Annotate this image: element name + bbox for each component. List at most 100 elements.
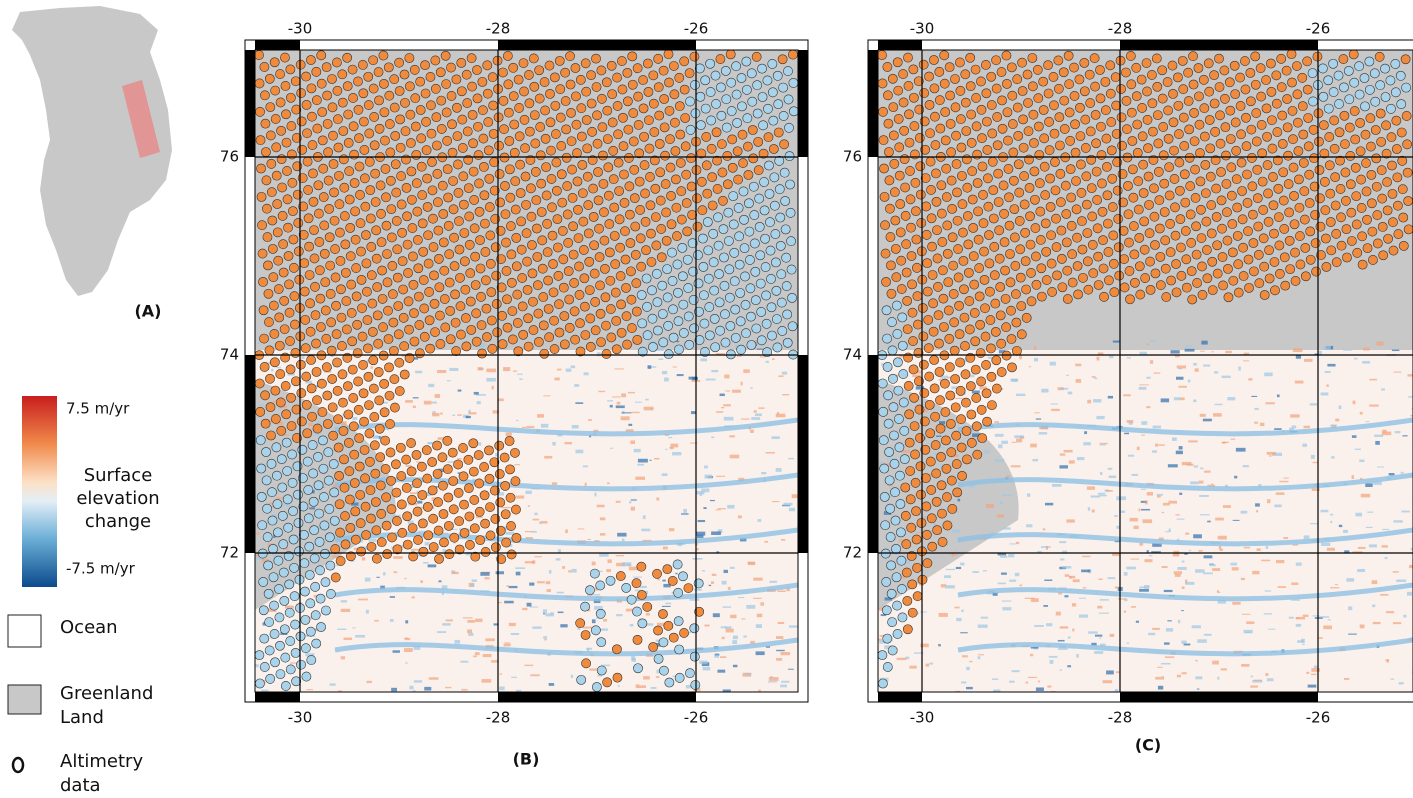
altimetry-point	[337, 341, 347, 351]
altimetry-point	[699, 318, 710, 329]
altimetry-point	[523, 341, 534, 352]
altimetry-point	[694, 63, 705, 74]
altimetry-point	[1207, 285, 1218, 296]
altimetry-point	[1287, 105, 1298, 116]
altimetry-point	[512, 318, 523, 328]
elevation-texture	[564, 441, 572, 445]
altimetry-point	[734, 231, 745, 242]
altimetry-point	[1274, 240, 1285, 251]
altimetry-point	[503, 79, 514, 90]
altimetry-point	[1212, 268, 1223, 279]
altimetry-point	[439, 265, 450, 276]
altimetry-point	[696, 148, 707, 159]
elevation-texture	[1016, 438, 1023, 443]
elevation-texture	[952, 529, 960, 533]
elevation-texture	[1164, 656, 1175, 658]
altimetry-point	[422, 501, 433, 512]
elevation-texture	[452, 414, 456, 416]
altimetry-point	[306, 355, 317, 365]
elevation-texture	[716, 551, 720, 553]
elevation-texture	[1123, 572, 1128, 576]
altimetry-point	[1119, 282, 1130, 293]
elevation-texture	[1126, 566, 1136, 570]
altimetry-point	[567, 193, 578, 203]
altimetry-point	[290, 619, 301, 630]
altimetry-point	[280, 381, 291, 391]
altimetry-point	[747, 125, 758, 135]
altimetry-point	[952, 215, 963, 226]
altimetry-point	[678, 571, 688, 582]
frame-segment	[245, 355, 255, 553]
altimetry-point	[524, 70, 534, 80]
altimetry-point	[673, 616, 684, 627]
altimetry-point	[470, 251, 481, 262]
altimetry-point	[994, 253, 1005, 264]
altimetry-point	[648, 642, 659, 652]
altimetry-point	[297, 444, 308, 455]
altimetry-point	[378, 50, 389, 61]
elevation-texture	[1081, 555, 1091, 558]
altimetry-point	[1268, 172, 1278, 182]
elevation-texture	[786, 587, 790, 592]
altimetry-point	[457, 114, 468, 125]
altimetry-point	[697, 233, 708, 244]
altimetry-point	[1315, 193, 1325, 204]
altimetry-point	[366, 241, 377, 252]
altimetry-point	[412, 506, 423, 517]
elevation-texture	[442, 532, 449, 534]
altimetry-point	[366, 513, 376, 524]
altimetry-point	[559, 339, 570, 350]
elevation-texture	[1343, 349, 1352, 351]
altimetry-point	[445, 334, 456, 345]
altimetry-point	[1256, 91, 1267, 102]
altimetry-point	[944, 333, 955, 344]
frame-segment	[498, 692, 696, 702]
elevation-texture	[1181, 560, 1185, 563]
altimetry-point	[368, 83, 379, 94]
altimetry-point	[640, 188, 650, 199]
altimetry-point	[263, 588, 274, 599]
altimetry-point	[637, 318, 648, 329]
elevation-texture	[1372, 621, 1381, 625]
altimetry-point	[530, 138, 541, 149]
altimetry-point	[292, 461, 303, 472]
elevation-texture	[1231, 567, 1239, 571]
altimetry-point	[759, 205, 770, 216]
elevation-texture	[1259, 422, 1265, 427]
elevation-texture	[405, 400, 413, 403]
altimetry-point	[616, 327, 627, 338]
elevation-texture	[776, 657, 783, 661]
altimetry-point	[908, 64, 919, 75]
altimetry-point	[417, 518, 428, 529]
elevation-texture	[1251, 395, 1258, 398]
altimetry-point	[987, 128, 998, 139]
altimetry-point	[255, 50, 264, 61]
altimetry-point	[726, 77, 737, 88]
altimetry-point	[1357, 259, 1368, 270]
altimetry-point	[536, 178, 547, 189]
elevation-texture	[1014, 572, 1020, 577]
altimetry-point	[474, 478, 485, 489]
altimetry-point	[654, 138, 665, 149]
altimetry-point	[668, 332, 679, 343]
altimetry-point	[1193, 63, 1204, 73]
altimetry-point	[1376, 165, 1387, 176]
altimetry-point	[883, 118, 894, 129]
elevation-texture	[753, 410, 757, 413]
altimetry-point	[274, 312, 285, 323]
altimetry-point	[317, 378, 327, 389]
elevation-texture	[884, 645, 892, 650]
elevation-texture	[758, 407, 765, 409]
altimetry-point	[360, 501, 371, 512]
altimetry-point	[588, 183, 599, 194]
elevation-texture	[317, 489, 320, 494]
elevation-texture	[1382, 429, 1387, 433]
altimetry-point	[559, 311, 570, 321]
altimetry-point	[1354, 61, 1364, 72]
altimetry-point	[1007, 90, 1018, 101]
elevation-texture	[255, 557, 264, 560]
elevation-texture	[671, 591, 675, 594]
altimetry-point	[1361, 158, 1371, 168]
elevation-texture	[1168, 500, 1178, 504]
altimetry-point	[358, 388, 369, 399]
